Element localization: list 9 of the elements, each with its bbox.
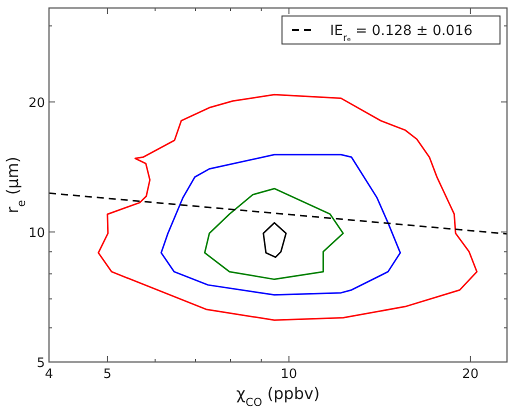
x-tick-label: 10 — [280, 367, 298, 382]
legend-label: IE$_{rₑ}$ = 0.128 ± 0.016 — [330, 23, 473, 44]
x-tick-label: 4 — [44, 367, 54, 382]
y-tick-label: 5 — [36, 356, 45, 371]
x-axis-title: χ$_{CO}$ (ppbv) — [236, 384, 320, 407]
x-tick-label: 5 — [103, 367, 112, 382]
y-tick-label: 10 — [28, 226, 45, 241]
y-tick-label: 20 — [28, 96, 45, 111]
x-tick-label: 20 — [462, 367, 479, 382]
